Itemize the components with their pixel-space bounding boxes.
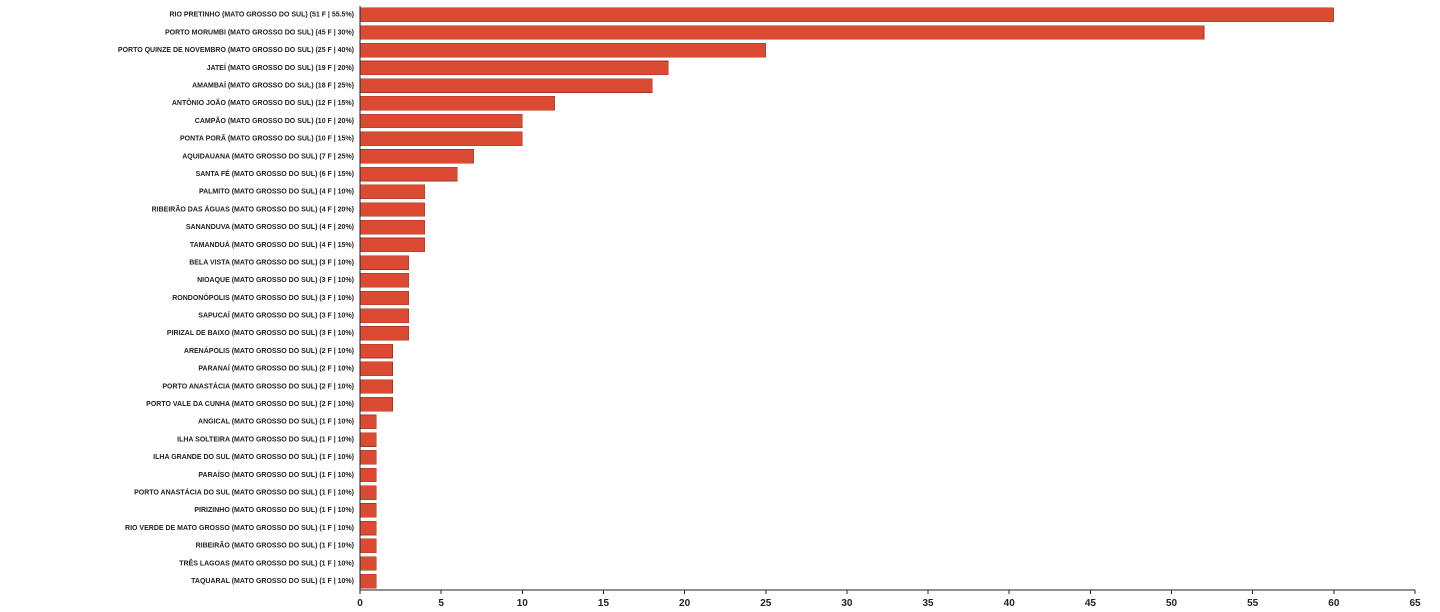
bar-label: ILHA SOLTEIRA (MATO GROSSO DO SUL) (1 F … bbox=[177, 436, 354, 443]
bar bbox=[360, 503, 376, 517]
bar-label: PIRIZAL DE BAIXO (MATO GROSSO DO SUL) (3… bbox=[167, 330, 354, 337]
bar-label: ANTÔNIO JOÃO (MATO GROSSO DO SUL) (12 F … bbox=[172, 98, 354, 107]
x-tick-label: 30 bbox=[841, 598, 853, 609]
bar-label: PONTA PORÃ (MATO GROSSO DO SUL) (10 F | … bbox=[180, 134, 354, 143]
bar-label: JATEÍ (MATO GROSSO DO SUL) (19 F | 20%) bbox=[207, 63, 354, 72]
bar-label: PALMITO (MATO GROSSO DO SUL) (4 F | 10%) bbox=[199, 189, 354, 196]
bar bbox=[360, 557, 376, 571]
bar bbox=[360, 185, 425, 199]
bar-label: AMAMBAÍ (MATO GROSSO DO SUL) (18 F | 25%… bbox=[192, 80, 354, 89]
bar bbox=[360, 150, 474, 164]
bar bbox=[360, 132, 522, 146]
bar-label: PARANAÍ (MATO GROSSO DO SUL) (2 F | 10%) bbox=[198, 364, 354, 373]
bar bbox=[360, 433, 376, 447]
bar bbox=[360, 61, 668, 75]
bar bbox=[360, 8, 1334, 22]
bar bbox=[360, 43, 766, 57]
bar-label: TAMANDUÁ (MATO GROSSO DO SUL) (4 F | 15%… bbox=[190, 240, 354, 249]
bar-label: SAPUCAÍ (MATO GROSSO DO SUL) (3 F | 10%) bbox=[198, 311, 354, 320]
x-tick-label: 10 bbox=[517, 598, 529, 609]
bar-label: PORTO MORUMBI (MATO GROSSO DO SUL) (45 F… bbox=[165, 29, 354, 36]
x-tick-label: 60 bbox=[1328, 598, 1340, 609]
bar-label: RIO PRETINHO (MATO GROSSO DO SUL) (51 F … bbox=[170, 12, 355, 19]
bar-label: PARAÍSO (MATO GROSSO DO SUL) (1 F | 10%) bbox=[198, 470, 354, 479]
bar-label: RIO VERDE DE MATO GROSSO (MATO GROSSO DO… bbox=[125, 525, 354, 532]
bar bbox=[360, 96, 555, 110]
x-tick-label: 0 bbox=[357, 598, 363, 609]
bar bbox=[360, 380, 392, 394]
x-tick-label: 65 bbox=[1409, 598, 1421, 609]
bar bbox=[360, 203, 425, 217]
bar bbox=[360, 468, 376, 482]
bar-label: ILHA GRANDE DO SUL (MATO GROSSO DO SUL) … bbox=[153, 454, 354, 461]
bar bbox=[360, 114, 522, 128]
bar bbox=[360, 309, 409, 323]
x-tick-label: 25 bbox=[760, 598, 772, 609]
bar bbox=[360, 167, 457, 181]
x-tick-label: 35 bbox=[923, 598, 935, 609]
bar bbox=[360, 415, 376, 429]
x-axis-ticks: 0 5 10 15 20 25 30 35 40 45 50 55 60 65 bbox=[357, 590, 1421, 609]
x-tick-label: 50 bbox=[1166, 598, 1178, 609]
bar-label: RIBEIRÃO (MATO GROSSO DO SUL) (1 F | 10%… bbox=[196, 541, 354, 550]
x-tick-label: 20 bbox=[679, 598, 691, 609]
bar-label: TAQUARAL (MATO GROSSO DO SUL) (1 F | 10%… bbox=[191, 578, 354, 585]
x-tick-label: 5 bbox=[438, 598, 444, 609]
bars-group: RIO PRETINHO (MATO GROSSO DO SUL) (51 F … bbox=[118, 8, 1334, 588]
bar bbox=[360, 539, 376, 553]
bar bbox=[360, 26, 1204, 40]
bar bbox=[360, 273, 409, 287]
bar bbox=[360, 397, 392, 411]
x-tick-label: 15 bbox=[598, 598, 610, 609]
bar-label: CAMPÃO (MATO GROSSO DO SUL) (10 F | 20%) bbox=[195, 116, 354, 125]
x-tick-label: 40 bbox=[1004, 598, 1016, 609]
bar bbox=[360, 326, 409, 340]
bar-label: PORTO QUINZE DE NOVEMBRO (MATO GROSSO DO… bbox=[118, 47, 354, 54]
bar-label: SANTA FÉ (MATO GROSSO DO SUL) (6 F | 15%… bbox=[196, 169, 354, 178]
bar-label: PORTO ANASTÁCIA DO SUL (MATO GROSSO DO S… bbox=[134, 488, 354, 497]
bar bbox=[360, 291, 409, 305]
horizontal-bar-chart: RIO PRETINHO (MATO GROSSO DO SUL) (51 F … bbox=[0, 0, 1440, 612]
bar-label: PIRIZINHO (MATO GROSSO DO SUL) (1 F | 10… bbox=[194, 507, 354, 514]
x-tick-label: 45 bbox=[1085, 598, 1097, 609]
bar-label: TRÊS LAGOAS (MATO GROSSO DO SUL) (1 F | … bbox=[179, 558, 354, 567]
bar-label: ANGICAL (MATO GROSSO DO SUL) (1 F | 10%) bbox=[198, 419, 354, 426]
bar bbox=[360, 344, 392, 358]
bar-label: PORTO VALE DA CUNHA (MATO GROSSO DO SUL)… bbox=[146, 401, 354, 408]
x-tick-label: 55 bbox=[1247, 598, 1259, 609]
bar-label: AQUIDAUANA (MATO GROSSO DO SUL) (7 F | 2… bbox=[182, 153, 354, 160]
bar-label: PORTO ANASTÁCIA (MATO GROSSO DO SUL) (2 … bbox=[162, 381, 354, 390]
bar-label: ARENÁPOLIS (MATO GROSSO DO SUL) (2 F | 1… bbox=[184, 346, 354, 355]
bar bbox=[360, 238, 425, 252]
bar bbox=[360, 450, 376, 464]
bar bbox=[360, 574, 376, 588]
bar-label: SANANDUVA (MATO GROSSO DO SUL) (4 F | 20… bbox=[186, 224, 354, 231]
bar bbox=[360, 79, 652, 93]
bar bbox=[360, 256, 409, 270]
bar bbox=[360, 521, 376, 535]
bar-label: NIOAQUE (MATO GROSSO DO SUL) (3 F | 10%) bbox=[197, 277, 354, 284]
bar-label: BELA VISTA (MATO GROSSO DO SUL) (3 F | 1… bbox=[189, 259, 354, 266]
bar bbox=[360, 220, 425, 234]
bar-label: RONDONÓPOLIS (MATO GROSSO DO SUL) (3 F |… bbox=[172, 293, 354, 302]
bar bbox=[360, 486, 376, 500]
bar bbox=[360, 362, 392, 376]
bar-label: RIBEIRÃO DAS ÁGUAS (MATO GROSSO DO SUL) … bbox=[152, 204, 354, 213]
